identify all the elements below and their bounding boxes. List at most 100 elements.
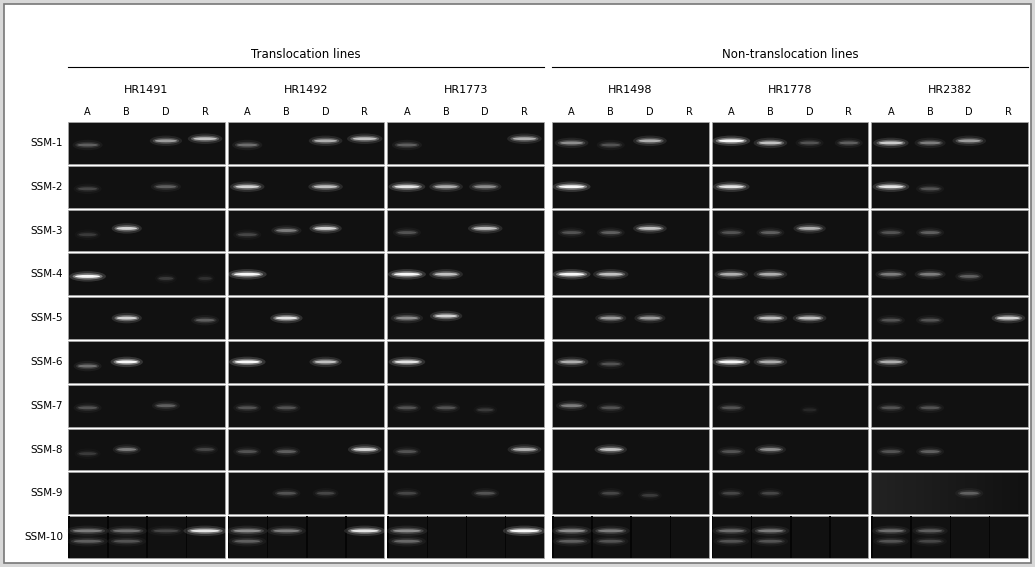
Ellipse shape [753, 138, 788, 148]
Ellipse shape [876, 528, 907, 534]
Bar [306, 516, 307, 558]
Ellipse shape [78, 407, 97, 409]
Ellipse shape [75, 448, 100, 459]
Ellipse shape [395, 405, 418, 411]
Ellipse shape [197, 276, 213, 282]
Bar [552, 472, 709, 514]
Ellipse shape [882, 319, 900, 321]
Ellipse shape [597, 359, 625, 369]
Ellipse shape [873, 181, 909, 192]
Ellipse shape [308, 181, 343, 192]
Ellipse shape [752, 536, 788, 547]
Ellipse shape [556, 184, 587, 190]
Ellipse shape [879, 185, 904, 188]
Ellipse shape [712, 357, 750, 367]
Ellipse shape [396, 143, 417, 146]
Ellipse shape [593, 536, 628, 547]
Ellipse shape [916, 446, 944, 457]
Ellipse shape [799, 227, 821, 230]
Ellipse shape [721, 450, 741, 453]
Ellipse shape [959, 275, 979, 278]
Bar [552, 210, 709, 251]
Ellipse shape [111, 357, 143, 367]
Ellipse shape [913, 536, 947, 547]
Ellipse shape [314, 185, 337, 188]
Ellipse shape [882, 231, 900, 234]
Ellipse shape [195, 446, 215, 452]
Ellipse shape [874, 536, 909, 547]
Bar [68, 385, 225, 426]
Ellipse shape [920, 231, 940, 234]
Ellipse shape [193, 445, 218, 455]
Ellipse shape [199, 277, 212, 280]
Text: R: R [685, 107, 692, 117]
Ellipse shape [312, 184, 339, 190]
Ellipse shape [474, 490, 497, 497]
Ellipse shape [878, 530, 904, 532]
Ellipse shape [634, 313, 666, 323]
Ellipse shape [395, 230, 418, 236]
Ellipse shape [472, 184, 499, 190]
Ellipse shape [598, 488, 624, 498]
Text: R: R [1005, 107, 1012, 117]
Text: A: A [568, 107, 574, 117]
Bar [228, 210, 384, 251]
Ellipse shape [153, 138, 179, 144]
Ellipse shape [473, 405, 497, 415]
Ellipse shape [558, 530, 585, 532]
Ellipse shape [392, 139, 422, 150]
Ellipse shape [598, 540, 623, 543]
Ellipse shape [957, 273, 981, 280]
Ellipse shape [871, 526, 910, 536]
Ellipse shape [271, 225, 301, 236]
Ellipse shape [793, 313, 826, 323]
Ellipse shape [117, 316, 137, 320]
Ellipse shape [716, 528, 747, 534]
Ellipse shape [957, 139, 981, 142]
Ellipse shape [880, 448, 903, 455]
Ellipse shape [157, 276, 175, 282]
Ellipse shape [602, 492, 620, 495]
Text: R: R [521, 107, 528, 117]
Ellipse shape [309, 223, 342, 234]
Ellipse shape [473, 227, 497, 230]
Ellipse shape [597, 227, 625, 238]
Ellipse shape [114, 540, 140, 543]
Ellipse shape [112, 313, 142, 323]
Ellipse shape [759, 141, 781, 145]
Ellipse shape [110, 528, 144, 534]
Bar [68, 297, 225, 339]
Ellipse shape [913, 526, 948, 536]
Ellipse shape [394, 540, 420, 543]
Text: HR2382: HR2382 [927, 85, 972, 95]
Ellipse shape [475, 407, 495, 413]
Ellipse shape [757, 139, 785, 146]
Ellipse shape [877, 538, 906, 544]
Bar [871, 253, 1028, 295]
Bar [950, 516, 951, 558]
Ellipse shape [562, 231, 581, 234]
Ellipse shape [194, 317, 216, 323]
Ellipse shape [552, 526, 591, 536]
Ellipse shape [600, 316, 621, 320]
Ellipse shape [232, 271, 263, 277]
Text: D: D [806, 107, 814, 117]
Text: HR1491: HR1491 [124, 85, 169, 95]
Text: HR1773: HR1773 [443, 85, 487, 95]
Ellipse shape [879, 540, 903, 543]
Ellipse shape [719, 405, 743, 411]
Ellipse shape [561, 404, 582, 407]
Ellipse shape [916, 538, 944, 544]
Ellipse shape [433, 184, 460, 190]
Ellipse shape [435, 273, 457, 276]
Ellipse shape [803, 408, 817, 411]
Bar [387, 210, 544, 251]
Ellipse shape [718, 185, 744, 188]
Ellipse shape [430, 269, 463, 280]
Bar [228, 297, 384, 339]
Ellipse shape [345, 526, 385, 536]
Ellipse shape [712, 136, 750, 146]
Text: D: D [162, 107, 170, 117]
Ellipse shape [753, 357, 788, 367]
Bar [911, 516, 912, 558]
